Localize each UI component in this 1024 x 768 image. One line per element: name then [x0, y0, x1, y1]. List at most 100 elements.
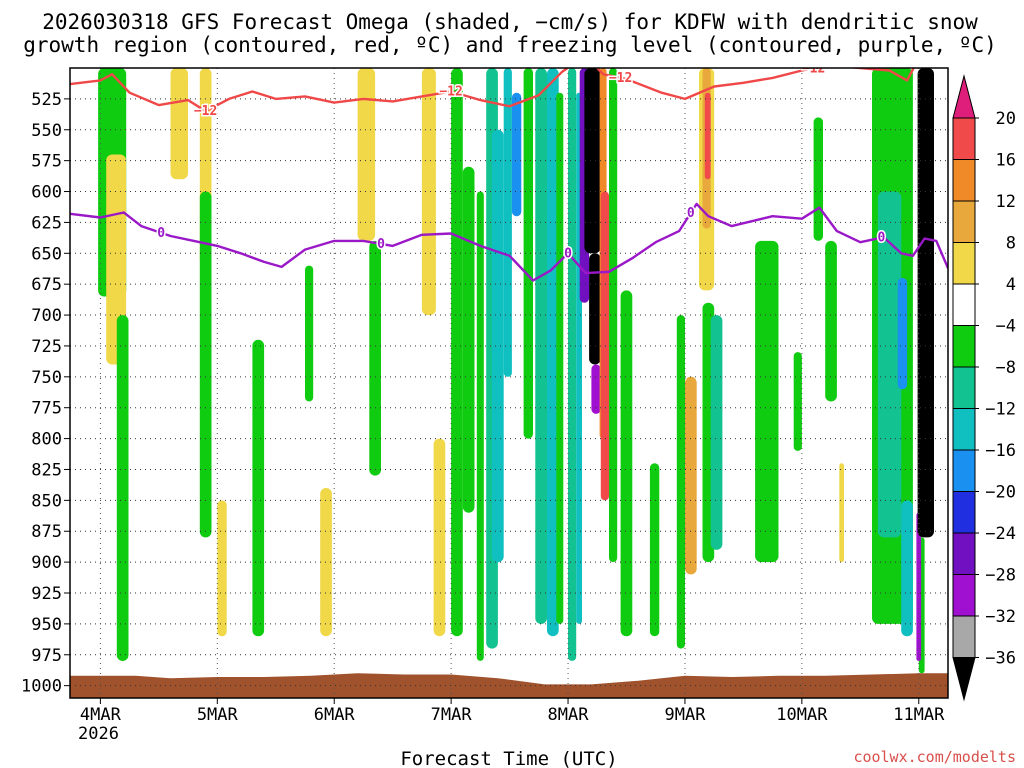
omega-cell-51	[901, 500, 913, 637]
y-tick-label-975: 975	[31, 646, 62, 666]
y-tick-label-700: 700	[31, 306, 62, 326]
colorbar-label: −28	[985, 566, 1016, 586]
colorbar-segment	[952, 366, 976, 409]
omega-cell-34	[620, 290, 633, 637]
omega-cell-25	[568, 68, 577, 661]
omega-cell-53	[916, 512, 922, 661]
plot-area: −12 −12 −12 −12 0 0 0 0 0	[69, 62, 949, 699]
colorbar-label: 4	[1006, 275, 1016, 295]
chart-title-line-1: 2026030318 GFS Forecast Omega (shaded, −…	[42, 10, 978, 34]
dgz-contour-line-label: −12	[194, 104, 217, 119]
freezing-level-line	[70, 202, 948, 282]
y-tick-label-775: 775	[31, 399, 62, 419]
colorbar: 20 16 12 8 4 −4 −8 −12 −16 −20 −24 −28 −32 −36	[952, 74, 1016, 702]
y-tick-label-600: 600	[31, 183, 62, 203]
omega-cell-46	[825, 240, 837, 402]
omega-cell-44	[793, 352, 802, 451]
colorbar-segment	[952, 283, 976, 326]
colorbar-bottom-triangle	[952, 657, 976, 702]
colorbar-segment	[952, 408, 976, 451]
freezing-level-line-label: 0	[877, 231, 885, 246]
colorbar-segment	[952, 325, 976, 368]
colorbar-segment	[952, 491, 976, 534]
omega-cell-10	[357, 68, 376, 241]
x-axis: 4MAR 5MAR 6MAR 7MAR 8MAR 9MAR 10MAR 11MAR	[80, 698, 945, 725]
colorbar-label: −20	[985, 483, 1016, 503]
y-tick-label-750: 750	[31, 368, 62, 388]
omega-cell-2	[116, 315, 129, 661]
credit-label: coolwx.com/modelts	[853, 748, 1016, 766]
omega-cell-43	[755, 240, 779, 563]
x-tick-label-9MAR: 9MAR	[665, 705, 707, 725]
colorbar-segment	[952, 615, 976, 658]
omega-cell-49	[877, 191, 902, 538]
colorbar-segment	[952, 200, 976, 243]
colorbar-label: 12	[996, 192, 1016, 212]
gridlines	[70, 68, 948, 698]
omega-cell-24	[556, 92, 564, 624]
dgz-contour-line-label: −12	[609, 71, 632, 86]
omega-cell-8	[305, 265, 314, 402]
surface-terrain	[70, 673, 948, 698]
freezing-level-line-label: 0	[377, 237, 385, 252]
surface-terrain-fill	[70, 673, 948, 698]
dgz-contour-line-label: −12	[802, 62, 825, 77]
y-tick-label-875: 875	[31, 522, 62, 542]
colorbar-label: −8	[996, 358, 1016, 378]
y-tick-label-725: 725	[31, 337, 62, 357]
y-tick-label-850: 850	[31, 491, 62, 511]
x-tick-label-6MAR: 6MAR	[314, 705, 356, 725]
colorbar-segment	[952, 449, 976, 492]
omega-cell-9	[320, 488, 332, 637]
omega-cell-14	[451, 68, 463, 637]
colorbar-label: 8	[1006, 234, 1016, 254]
dgz-contour-line-label: −12	[439, 85, 462, 100]
plot-frame	[69, 67, 949, 699]
y-tick-label-950: 950	[31, 615, 62, 635]
omega-cell-3	[170, 68, 188, 180]
colorbar-segment	[952, 242, 976, 285]
omega-cell-15	[462, 166, 475, 513]
colorbar-label: 20	[996, 109, 1016, 129]
y-tick-label-625: 625	[31, 213, 62, 233]
omega-cell-36	[676, 315, 685, 649]
omega-cell-22	[535, 68, 547, 624]
omega-cell-42	[710, 315, 723, 550]
chart-title-line-2: growth region (contoured, red, ºC) and f…	[23, 33, 997, 57]
colorbar-label: 16	[996, 151, 1016, 171]
omega-cell-13	[433, 438, 446, 637]
omega-cell-16	[476, 191, 484, 661]
y-tick-label-1000: 1000	[21, 677, 62, 697]
omega-cell-37	[685, 376, 697, 575]
omega-cell-32	[600, 191, 609, 501]
x-tick-label-8MAR: 8MAR	[548, 705, 590, 725]
freezing-level-line-label: 0	[687, 206, 695, 221]
omega-cell-47	[839, 463, 844, 563]
colorbar-segment	[952, 117, 976, 160]
omega-cell-6	[217, 500, 227, 637]
colorbar-label: −16	[985, 441, 1016, 461]
omega-cell-1	[106, 154, 127, 365]
omega-cell-54	[917, 68, 934, 538]
y-tick-label-525: 525	[31, 90, 62, 110]
colorbar-segment	[952, 574, 976, 617]
omega-cell-35	[649, 463, 660, 637]
colorbar-label: −4	[996, 317, 1016, 337]
omega-cell-20	[511, 92, 522, 217]
x-axis-year-label: 2026	[78, 724, 119, 744]
colorbar-label: −36	[985, 649, 1016, 669]
y-tick-label-900: 900	[31, 553, 62, 573]
y-tick-label-800: 800	[31, 430, 62, 450]
x-axis-title: Forecast Time (UTC)	[400, 748, 617, 768]
x-tick-label-7MAR: 7MAR	[431, 705, 473, 725]
y-axis: 525 550 575 600 625 650 675 700 725 750 775 800 825 8…	[21, 90, 70, 697]
dgz-contour-line	[70, 68, 915, 113]
omega-cell-40	[704, 92, 711, 180]
colorbar-label: −12	[985, 400, 1016, 420]
omega-cell-30	[591, 364, 601, 414]
freezing-level-line-label: 0	[157, 226, 165, 241]
omega-cell-23	[547, 68, 559, 637]
y-tick-label-650: 650	[31, 244, 62, 264]
x-tick-label-11MAR: 11MAR	[893, 705, 945, 725]
